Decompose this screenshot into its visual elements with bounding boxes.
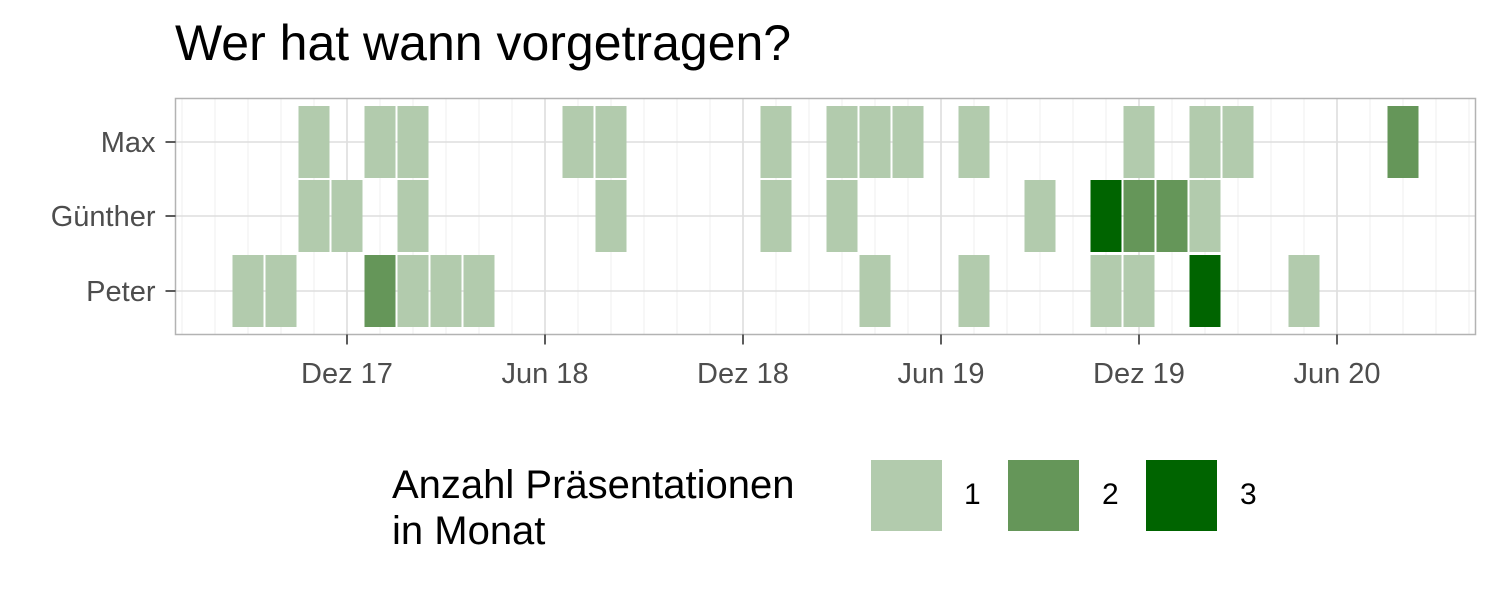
heatmap-cell [1123, 106, 1155, 178]
y-tick-label: Peter [86, 276, 156, 308]
axes: Max Günther Peter Dez 17 Jun 18 Dez 18 Jun 19 D… [51, 127, 1381, 390]
heatmap-cell [298, 180, 330, 252]
heatmap-cell [298, 106, 330, 178]
heatmap-cell [826, 106, 858, 178]
heatmap-cell [595, 106, 627, 178]
x-tick-label: Dez 19 [1093, 358, 1185, 390]
legend-title: Anzahl Präsentationen in Monat [392, 462, 862, 554]
x-tick-label: Dez 18 [697, 358, 789, 390]
heatmap-cell [859, 255, 891, 327]
heatmap-cell [958, 255, 990, 327]
heatmap-cell [265, 255, 297, 327]
heatmap-cell [397, 180, 429, 252]
heatmap-cell [430, 255, 462, 327]
x-tick-label: Jun 19 [897, 358, 984, 390]
heatmap-cell [562, 106, 594, 178]
legend-key-3 [1146, 460, 1217, 531]
legend-label-1: 1 [964, 478, 981, 511]
heatmap-cells [232, 106, 1419, 327]
heatmap-cell [1123, 255, 1155, 327]
heatmap-cell [892, 106, 924, 178]
heatmap-cell [859, 106, 891, 178]
heatmap-chart: Max Günther Peter Dez 17 Jun 18 Dez 18 Jun 19 D… [51, 97, 1477, 390]
heatmap-cell [958, 106, 990, 178]
heatmap-cell [331, 180, 363, 252]
heatmap-cell [397, 106, 429, 178]
heatmap-cell [1123, 180, 1155, 252]
heatmap-cell [760, 180, 792, 252]
heatmap-cell [463, 255, 495, 327]
legend-title-line-1: Anzahl Präsentationen [392, 463, 795, 507]
heatmap-cell [1090, 180, 1122, 252]
heatmap-cell [760, 106, 792, 178]
heatmap-cell [1090, 255, 1122, 327]
legend-title-line-2: in Monat [392, 509, 546, 553]
heatmap-cell [1387, 106, 1419, 178]
heatmap-cell [826, 180, 858, 252]
legend-key-2 [1008, 460, 1079, 531]
legend-key-1 [871, 460, 942, 531]
heatmap-cell [232, 255, 264, 327]
heatmap-cell [364, 255, 396, 327]
heatmap-cell [1189, 255, 1221, 327]
heatmap-cell [364, 106, 396, 178]
heatmap-cell [595, 180, 627, 252]
legend-label-3: 3 [1240, 478, 1257, 511]
x-tick-label: Jun 18 [501, 358, 588, 390]
legend-label-2: 2 [1102, 478, 1119, 511]
heatmap-cell [1189, 106, 1221, 178]
heatmap-cell [1189, 180, 1221, 252]
heatmap-cell [1222, 106, 1254, 178]
x-tick-label: Dez 17 [301, 358, 393, 390]
y-tick-label: Günther [51, 201, 156, 233]
y-tick-label: Max [101, 127, 156, 159]
chart-title: Wer hat wann vorgetragen? [175, 15, 792, 71]
x-tick-label: Jun 20 [1293, 358, 1380, 390]
heatmap-cell [1288, 255, 1320, 327]
heatmap-cell [1024, 180, 1056, 252]
heatmap-cell [1156, 180, 1188, 252]
heatmap-cell [397, 255, 429, 327]
